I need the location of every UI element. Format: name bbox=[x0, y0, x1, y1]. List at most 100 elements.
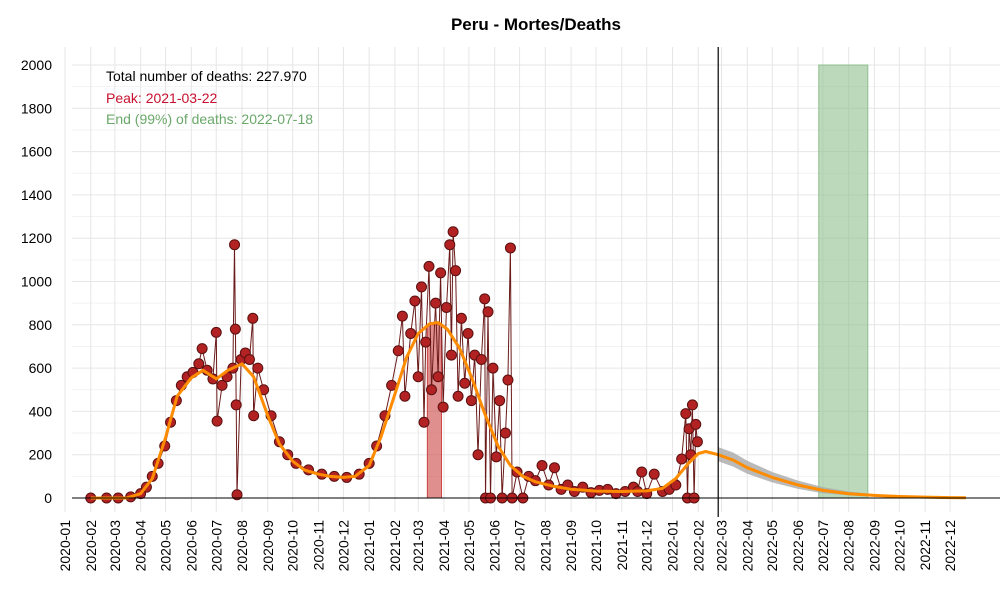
points bbox=[85, 226, 703, 504]
chart-title: Peru - Mortes/Deaths bbox=[451, 15, 621, 34]
data-point bbox=[243, 353, 255, 365]
data-point bbox=[440, 301, 452, 313]
annotation-total: Total number of deaths: 227.970 bbox=[106, 68, 307, 84]
x-tick-label: 2021-10 bbox=[588, 520, 604, 572]
bands bbox=[426, 64, 966, 499]
x-tick-label: 2020-09 bbox=[260, 520, 276, 572]
data-point bbox=[231, 489, 243, 501]
data-point bbox=[447, 226, 459, 238]
data-point bbox=[676, 453, 688, 465]
data-point bbox=[211, 415, 223, 427]
data-point bbox=[504, 242, 516, 254]
x-tick-labels: 2020-01 2020-02 2020-03 2020-04 2020-05 2020-… bbox=[57, 520, 958, 572]
x-tick-label: 2020-03 bbox=[107, 520, 123, 572]
data-point bbox=[196, 343, 208, 355]
data-point bbox=[445, 349, 457, 361]
y-tick-label: 200 bbox=[29, 447, 53, 463]
x-tick-label: 2021-05 bbox=[461, 520, 477, 572]
y-tick-label: 2000 bbox=[21, 57, 52, 73]
data-point bbox=[691, 436, 703, 448]
y-tick-label: 1800 bbox=[21, 100, 52, 116]
y-tick-label: 600 bbox=[29, 360, 53, 376]
x-tick-label: 2022-10 bbox=[891, 520, 907, 572]
data-point bbox=[230, 399, 242, 411]
x-tick-label: 2021-12 bbox=[639, 520, 655, 572]
y-tick-label: 1200 bbox=[21, 230, 52, 246]
forecast-line bbox=[717, 453, 966, 500]
data-point bbox=[412, 371, 424, 383]
x-tick-label: 2022-01 bbox=[664, 520, 680, 572]
x-tick-label: 2020-06 bbox=[183, 520, 199, 572]
x-tick-label: 2020-02 bbox=[83, 520, 99, 572]
data-point bbox=[435, 267, 447, 279]
data-point bbox=[472, 449, 484, 461]
x-tick-label: 2022-08 bbox=[841, 520, 857, 572]
data-point bbox=[423, 260, 435, 272]
x-tick-label: 2021-02 bbox=[387, 520, 403, 572]
peak-band bbox=[426, 324, 442, 499]
data-point bbox=[392, 345, 404, 357]
data-point bbox=[399, 390, 411, 402]
y-tick-label: 0 bbox=[44, 490, 52, 506]
data-point bbox=[494, 395, 506, 407]
x-tick-label: 2020-05 bbox=[158, 520, 174, 572]
x-tick-label: 2022-11 bbox=[917, 520, 933, 571]
data-point bbox=[548, 462, 560, 474]
data-point bbox=[418, 416, 430, 428]
x-tick-label: 2021-07 bbox=[512, 520, 528, 572]
data-point bbox=[459, 377, 471, 389]
x-tick-label: 2022-06 bbox=[790, 520, 806, 572]
data-point bbox=[648, 468, 660, 480]
x-tick-label: 2022-09 bbox=[866, 520, 882, 572]
x-tick-label: 2021-11 bbox=[614, 520, 630, 571]
data-point bbox=[229, 239, 241, 251]
data-point bbox=[465, 395, 477, 407]
data-point bbox=[680, 408, 692, 420]
data-point bbox=[420, 336, 432, 348]
data-point bbox=[247, 312, 259, 324]
data-point bbox=[450, 265, 462, 277]
data-point bbox=[430, 297, 442, 309]
data-point bbox=[193, 358, 205, 370]
x-tick-label: 2022-02 bbox=[690, 520, 706, 572]
data-point bbox=[432, 371, 444, 383]
data-point bbox=[490, 451, 502, 463]
data-point bbox=[444, 239, 456, 251]
x-tick-label: 2021-09 bbox=[563, 520, 579, 572]
data-point bbox=[499, 427, 511, 439]
data-point bbox=[425, 384, 437, 396]
x-tick-label: 2020-07 bbox=[208, 520, 224, 572]
data-point bbox=[475, 353, 487, 365]
data-point bbox=[462, 327, 474, 339]
x-tick-label: 2020-10 bbox=[285, 520, 301, 572]
forecast-band bbox=[718, 447, 966, 498]
data-point bbox=[636, 466, 648, 478]
data-point bbox=[487, 362, 499, 374]
data-point bbox=[536, 460, 548, 472]
data-point bbox=[405, 327, 417, 339]
x-tick-label: 2020-04 bbox=[133, 520, 149, 572]
y-tick-label: 800 bbox=[29, 317, 53, 333]
data-point bbox=[216, 379, 228, 391]
x-tick-label: 2022-12 bbox=[942, 520, 958, 572]
data-point bbox=[229, 323, 241, 335]
data-point bbox=[416, 281, 428, 293]
data-point bbox=[409, 295, 421, 307]
y-tick-label: 1000 bbox=[21, 274, 52, 290]
data-point bbox=[479, 293, 491, 305]
x-tick-label: 2021-06 bbox=[487, 520, 503, 572]
data-point bbox=[502, 374, 514, 386]
x-tick-label: 2020-12 bbox=[335, 520, 351, 572]
data-point bbox=[455, 312, 467, 324]
data-point bbox=[437, 401, 449, 413]
x-tick-label: 2021-08 bbox=[537, 520, 553, 572]
data-point bbox=[686, 399, 698, 411]
data-point bbox=[396, 310, 408, 322]
data-point bbox=[252, 362, 264, 374]
y-tick-label: 1400 bbox=[21, 187, 52, 203]
data-point bbox=[210, 326, 222, 338]
data-point bbox=[690, 418, 702, 430]
data-point bbox=[452, 390, 464, 402]
x-tick-label: 2021-03 bbox=[410, 520, 426, 572]
